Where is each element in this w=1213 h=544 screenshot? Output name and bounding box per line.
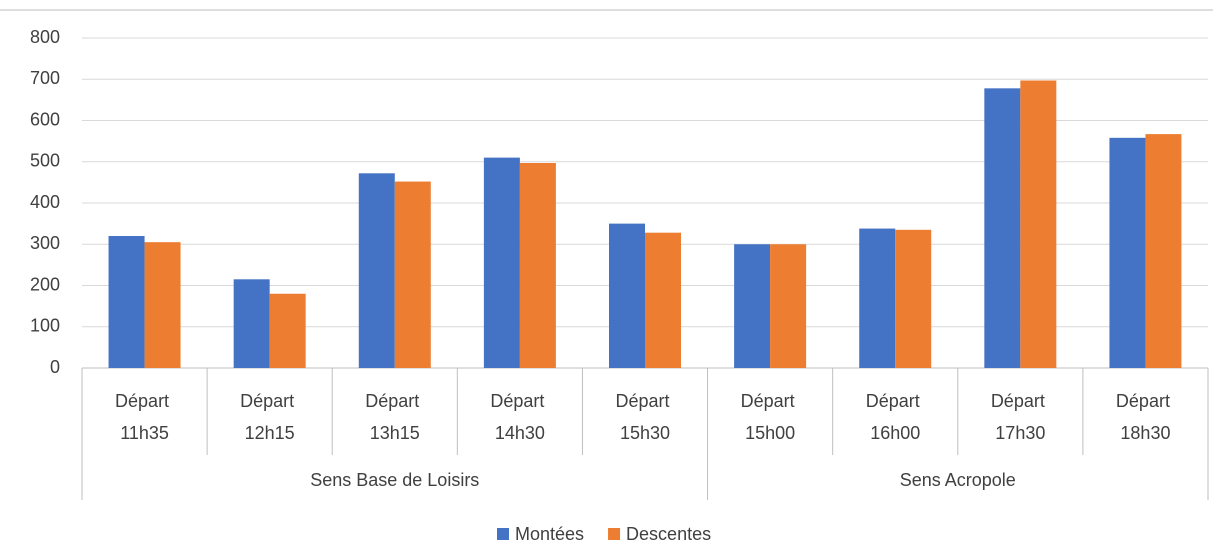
x-tick-label: Départ 15h00 [741, 391, 800, 443]
group-label: Sens Acropole [900, 470, 1016, 490]
bar [859, 228, 896, 368]
x-tick-label: Départ 15h30 [615, 391, 674, 443]
y-tick-label: 800 [30, 27, 60, 47]
legend-label: Descentes [626, 524, 711, 544]
bar [358, 173, 395, 368]
y-tick-label: 400 [30, 192, 60, 212]
x-tick-label: Départ 18h30 [1116, 391, 1175, 443]
bar [394, 181, 431, 368]
bar [609, 223, 645, 368]
bar [734, 244, 771, 368]
x-tick-label: Départ 11h35 [115, 391, 174, 443]
bar [895, 229, 932, 368]
x-tick-label: Départ 17h30 [991, 391, 1050, 443]
bar [1145, 134, 1182, 368]
bar [1109, 137, 1146, 368]
legend-label: Montées [515, 524, 584, 544]
y-tick-label: 300 [30, 233, 60, 253]
bar [108, 236, 145, 368]
bar [1020, 80, 1057, 369]
x-tick-label: Départ 12h15 [240, 391, 299, 443]
bar [269, 293, 306, 368]
y-tick-label: 600 [30, 109, 60, 129]
bar [483, 157, 520, 368]
group-label: Sens Base de Loisirs [310, 470, 479, 490]
bar [984, 88, 1021, 368]
legend-swatch [608, 528, 621, 540]
bar [770, 244, 807, 368]
bar [645, 232, 681, 368]
y-tick-label: 500 [30, 151, 60, 171]
bar [144, 242, 181, 368]
bar [233, 279, 270, 368]
x-tick-label: Départ 14h30 [490, 391, 549, 443]
y-tick-label: 200 [30, 274, 60, 294]
legend-swatch [497, 528, 509, 540]
y-tick-label: 100 [30, 316, 60, 336]
y-tick-label: 0 [50, 357, 60, 377]
x-tick-label: Départ 16h00 [866, 391, 925, 443]
x-tick-label: Départ 13h15 [365, 391, 424, 443]
y-tick-label: 700 [30, 68, 60, 88]
bar [519, 162, 556, 368]
